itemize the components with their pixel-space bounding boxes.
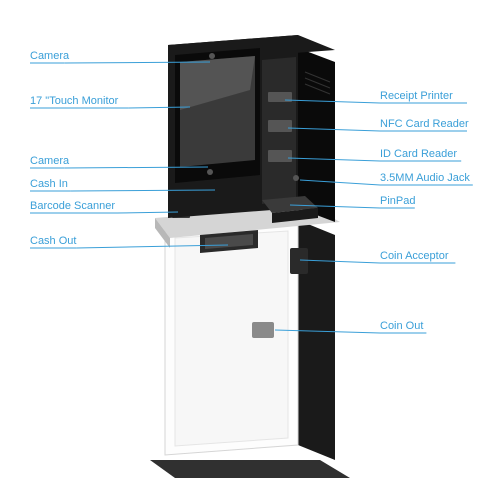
callout-text: 17 "Touch Monitor: [30, 95, 118, 107]
callout-label: Barcode Scanner: [30, 200, 115, 212]
callout-text: 3.5MM Audio Jack: [380, 172, 470, 184]
callout-label: Camera: [30, 155, 69, 167]
callout-text: PinPad: [380, 195, 415, 207]
callout-text: Coin Acceptor: [380, 250, 448, 262]
callout-text: Receipt Printer: [380, 90, 453, 102]
callout-label: Cash In: [30, 178, 68, 190]
callout-label: Coin Acceptor: [380, 250, 448, 262]
callout-label: Receipt Printer: [380, 90, 453, 102]
callout-label: NFC Card Reader: [380, 118, 469, 130]
callout-label: 3.5MM Audio Jack: [380, 172, 470, 184]
callout-text: Barcode Scanner: [30, 200, 115, 212]
callout-text: Cash Out: [30, 235, 76, 247]
callout-label: PinPad: [380, 195, 415, 207]
callout-text: Coin Out: [380, 320, 423, 332]
callout-text: Camera: [30, 155, 69, 167]
callout-label: Cash Out: [30, 235, 76, 247]
callout-text: Cash In: [30, 178, 68, 190]
callout-label: ID Card Reader: [380, 148, 457, 160]
callout-label: Camera: [30, 50, 69, 62]
callout-text: NFC Card Reader: [380, 118, 469, 130]
callout-label: Coin Out: [380, 320, 423, 332]
callout-label: 17 "Touch Monitor: [30, 95, 118, 107]
callout-text: ID Card Reader: [380, 148, 457, 160]
callout-text: Camera: [30, 50, 69, 62]
